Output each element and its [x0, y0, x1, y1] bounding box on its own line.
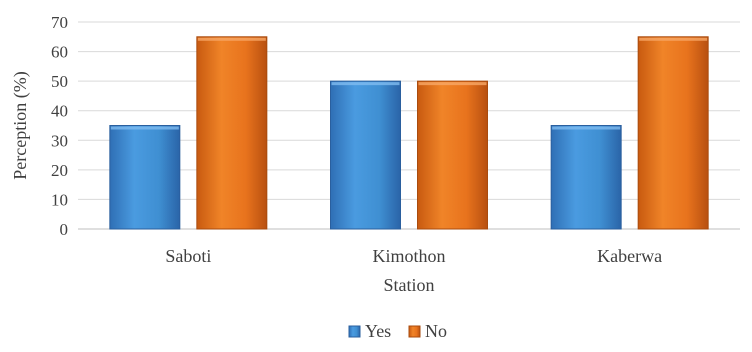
legend-label: Yes [365, 321, 391, 341]
bar-yes-saboti [109, 125, 181, 230]
bar-yes-kaberwa [550, 125, 622, 230]
y-tick-label: 30 [51, 131, 68, 150]
legend: Yes No [348, 321, 447, 341]
bar-no-saboti [196, 36, 268, 230]
y-tick-label: 40 [51, 102, 68, 121]
axis-labels: 0 10 20 30 40 50 60 70 Saboti Kimothon Kaberwa [51, 13, 662, 266]
legend-label: No [425, 321, 447, 341]
bar-highlight [110, 126, 179, 130]
y-tick-label: 70 [51, 13, 68, 32]
bar-highlight [197, 37, 266, 41]
legend-swatch-no [408, 325, 421, 338]
bar-highlight [552, 126, 621, 130]
x-category-label: Saboti [165, 246, 211, 266]
x-category-label: Kaberwa [597, 246, 662, 266]
y-axis-title: Perception (%) [10, 71, 31, 179]
bar-no-kimothon [417, 80, 488, 230]
y-tick-label: 60 [51, 43, 68, 62]
legend-swatch-yes [348, 325, 361, 338]
x-axis-title: Station [383, 275, 434, 295]
x-category-label: Kimothon [372, 246, 445, 266]
y-tick-label: 10 [51, 190, 68, 209]
bar-yes-kimothon [330, 80, 401, 230]
bar-highlight [418, 82, 487, 86]
y-tick-label: 50 [51, 72, 68, 91]
y-tick-label: 0 [60, 220, 69, 239]
bar-highlight [639, 37, 708, 41]
gridlines [78, 21, 740, 200]
bar-no-kaberwa [637, 36, 709, 230]
y-tick-label: 20 [51, 161, 68, 180]
bar-highlight [331, 82, 400, 86]
bars [109, 36, 709, 230]
